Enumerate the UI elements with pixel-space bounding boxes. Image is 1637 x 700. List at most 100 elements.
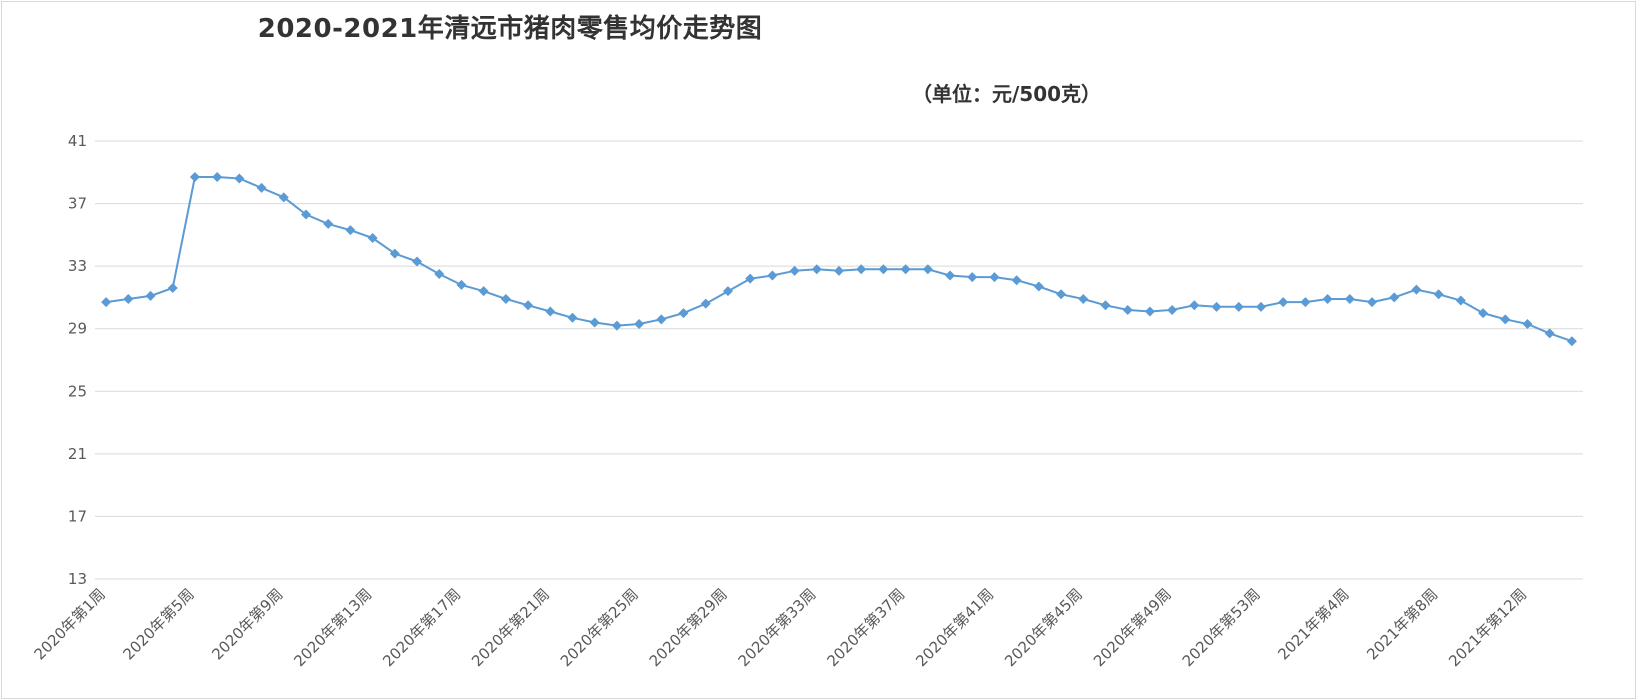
data-point <box>1211 301 1222 312</box>
data-point <box>878 264 889 275</box>
x-tick-label: 2020年第1周 <box>31 585 109 663</box>
data-point <box>856 264 867 275</box>
gridlines <box>95 140 1583 580</box>
x-tick-label: 2020年第45周 <box>1001 585 1086 670</box>
data-point <box>456 279 467 290</box>
x-tick-label: 2020年第17周 <box>379 585 464 670</box>
data-point <box>834 265 844 276</box>
data-point <box>811 264 822 275</box>
data-point <box>123 293 134 304</box>
data-point <box>722 286 733 297</box>
x-tick-label: 2020年第25周 <box>557 585 642 670</box>
data-point <box>900 264 911 275</box>
data-point <box>545 306 556 317</box>
data-point <box>1367 297 1378 308</box>
data-point <box>1455 295 1466 306</box>
data-point <box>1500 314 1511 325</box>
data-point <box>1167 304 1178 315</box>
data-point <box>989 272 1000 283</box>
y-axis-ticks: 41 37 33 29 25 21 17 13 <box>68 132 87 588</box>
x-tick-label: 2020年第13周 <box>290 585 375 670</box>
data-point <box>300 209 311 220</box>
data-point <box>167 283 178 294</box>
y-tick-label: 33 <box>68 257 87 275</box>
data-point <box>589 317 600 328</box>
data-point <box>1033 281 1044 292</box>
data-point <box>278 192 289 203</box>
data-point <box>634 319 645 330</box>
data-point <box>1056 289 1067 300</box>
data-point <box>1433 289 1444 300</box>
x-tick-label: 2020年第9周 <box>208 585 286 663</box>
series-layer <box>101 171 1577 347</box>
chart-title: 2020-2021年清远市猪肉零售均价走势图 <box>257 14 763 44</box>
data-point <box>1122 304 1133 315</box>
x-tick-label: 2021年第12周 <box>1445 585 1530 670</box>
x-tick-label: 2020年第33周 <box>735 585 820 670</box>
data-point <box>478 286 489 297</box>
y-tick-label: 29 <box>68 320 87 338</box>
data-point <box>1078 293 1089 304</box>
x-tick-label: 2020年第29周 <box>646 585 731 670</box>
data-point <box>412 256 423 267</box>
data-point <box>434 268 445 279</box>
data-point <box>700 298 711 309</box>
data-point <box>1278 297 1289 308</box>
data-point <box>1255 301 1266 312</box>
data-point <box>500 293 511 304</box>
data-point <box>389 248 400 259</box>
x-tick-label: 2021年第8周 <box>1363 585 1441 663</box>
data-point <box>945 270 956 281</box>
y-tick-label: 13 <box>68 570 87 588</box>
data-point <box>523 300 534 311</box>
data-point <box>767 270 778 281</box>
data-point <box>1411 284 1422 295</box>
data-point <box>789 265 800 276</box>
y-tick-label: 37 <box>68 195 87 213</box>
x-tick-label: 2020年第41周 <box>912 585 997 670</box>
data-point <box>145 290 156 301</box>
data-point <box>1389 292 1400 303</box>
x-tick-label: 2020年第53周 <box>1179 585 1264 670</box>
y-tick-label: 17 <box>68 507 87 525</box>
x-tick-label: 2020年第21周 <box>468 585 553 670</box>
x-tick-label: 2021年第4周 <box>1274 585 1352 663</box>
data-point <box>234 173 245 184</box>
data-point <box>567 312 578 323</box>
data-point <box>1011 275 1022 286</box>
data-point <box>1144 306 1155 317</box>
data-point <box>101 297 112 308</box>
data-point <box>967 272 978 283</box>
data-point <box>256 182 267 193</box>
data-point <box>189 171 200 182</box>
x-tick-label: 2020年第37周 <box>823 585 908 670</box>
data-point <box>745 273 756 284</box>
y-tick-label: 41 <box>68 132 87 150</box>
data-point <box>1344 293 1355 304</box>
data-point <box>611 320 622 331</box>
x-axis-ticks: 2020年第1周 2020年第5周 2020年第9周 2020年第13周 2020年第1… <box>31 585 1531 670</box>
y-tick-label: 21 <box>68 445 87 463</box>
data-point <box>1522 319 1533 330</box>
data-point <box>1233 301 1244 312</box>
data-point <box>1100 300 1111 311</box>
series-line <box>105 176 1573 343</box>
data-point <box>1189 300 1200 311</box>
data-point <box>922 264 933 275</box>
x-tick-label: 2020年第5周 <box>119 585 197 663</box>
data-point <box>367 232 378 243</box>
x-tick-label: 2020年第49周 <box>1090 585 1175 670</box>
data-point <box>1566 336 1577 347</box>
y-tick-label: 25 <box>68 382 87 400</box>
data-point <box>656 314 667 325</box>
unit-label: （单位：元/500克） <box>912 82 1102 106</box>
data-point <box>1544 328 1555 339</box>
data-point <box>1478 308 1489 319</box>
data-point <box>345 225 356 236</box>
data-point <box>212 171 223 182</box>
data-point <box>1300 297 1311 308</box>
data-point <box>323 218 334 229</box>
data-point <box>678 308 689 319</box>
